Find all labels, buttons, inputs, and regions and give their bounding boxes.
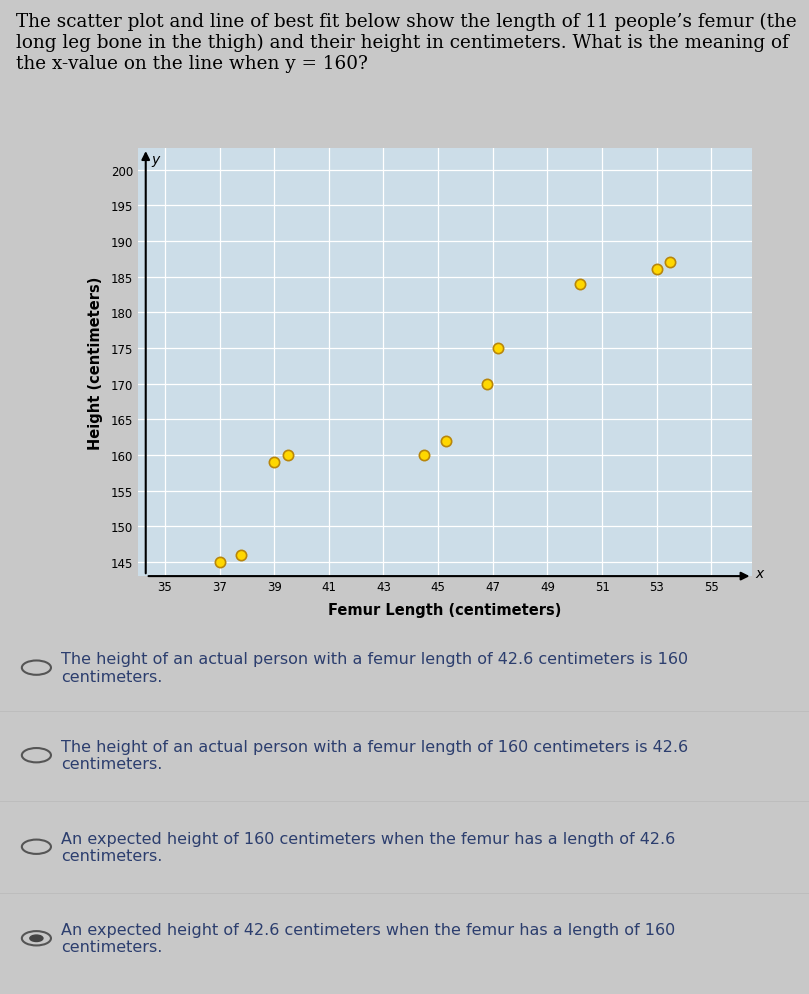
X-axis label: Femur Length (centimeters): Femur Length (centimeters) [328, 602, 561, 617]
Point [235, 548, 248, 564]
Point [650, 262, 663, 278]
Point [492, 341, 505, 357]
Point [282, 447, 294, 463]
Point [268, 454, 281, 470]
Text: x: x [755, 566, 764, 580]
Point [213, 555, 226, 571]
Y-axis label: Height (centimeters): Height (centimeters) [87, 276, 103, 449]
Point [664, 255, 677, 271]
Text: An expected height of 160 centimeters when the femur has a length of 42.6
centim: An expected height of 160 centimeters wh… [61, 831, 675, 863]
Point [440, 433, 453, 449]
Point [418, 447, 431, 463]
Text: An expected height of 42.6 centimeters when the femur has a length of 160
centim: An expected height of 42.6 centimeters w… [61, 922, 675, 954]
Text: The height of an actual person with a femur length of 42.6 centimeters is 160
ce: The height of an actual person with a fe… [61, 652, 688, 684]
Circle shape [30, 935, 43, 941]
Text: y: y [151, 153, 159, 167]
Point [574, 276, 587, 292]
Point [481, 377, 493, 393]
Text: The height of an actual person with a femur length of 160 centimeters is 42.6
ce: The height of an actual person with a fe… [61, 740, 688, 771]
Text: The scatter plot and line of best fit below show the length of 11 people’s femur: The scatter plot and line of best fit be… [16, 13, 797, 73]
